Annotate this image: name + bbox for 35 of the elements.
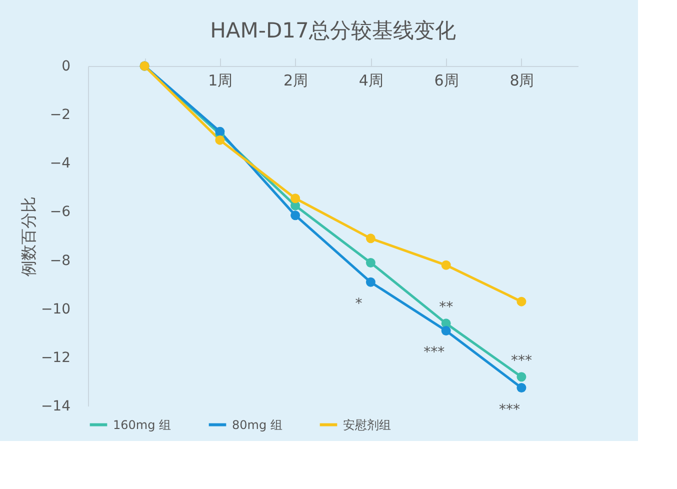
- point: [215, 135, 225, 145]
- y-tick-label: −6: [50, 204, 71, 220]
- point: [516, 383, 526, 393]
- point: [366, 234, 376, 244]
- chart-title: HAM-D17总分较基线变化: [210, 18, 456, 42]
- point: [441, 260, 451, 270]
- y-tick-label: −12: [40, 350, 70, 366]
- point: [516, 372, 526, 382]
- x-tick-label: 8周: [510, 72, 534, 90]
- point: [290, 194, 300, 204]
- annotation: ***: [424, 344, 445, 361]
- x-tick-label: 1周: [208, 72, 233, 90]
- point: [366, 277, 376, 287]
- annotation: **: [439, 299, 454, 316]
- legend-label: 安慰剂组: [343, 418, 391, 432]
- annotation: ***: [498, 402, 520, 418]
- y-tick-label: −14: [40, 398, 71, 414]
- x-tick-label: 2周: [284, 72, 308, 90]
- y-axis-title: 例数百分比: [18, 196, 38, 276]
- x-tick-label: 6周: [434, 72, 459, 90]
- legend-label: 160mg 组: [113, 418, 172, 432]
- point: [215, 126, 225, 136]
- y-tick-label: −2: [50, 107, 70, 124]
- point: [441, 326, 451, 336]
- point: [290, 210, 300, 220]
- point: [516, 296, 526, 306]
- y-tick-label: 0: [62, 58, 70, 74]
- legend-label: 80mg 组: [232, 418, 282, 432]
- annotation: ***: [510, 352, 532, 369]
- y-tick-label: −8: [50, 252, 70, 269]
- y-tick-label: −4: [50, 156, 71, 172]
- x-tick-label: 4周: [358, 72, 384, 90]
- y-tick-label: −10: [40, 301, 70, 318]
- point: [366, 258, 376, 268]
- annotation: *: [355, 296, 362, 312]
